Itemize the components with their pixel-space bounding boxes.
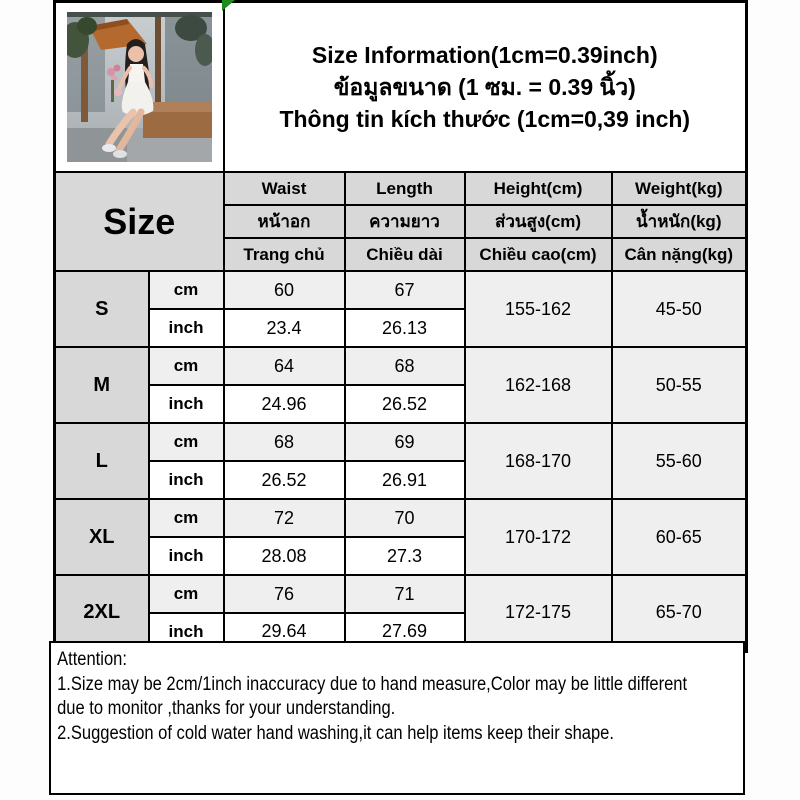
header-height-th: ส่วนสูง(cm) bbox=[463, 204, 613, 239]
length-cm-value: 68 bbox=[343, 346, 466, 386]
waist-inch-value: 24.96 bbox=[222, 384, 346, 424]
unit-label-cm: cm bbox=[147, 574, 225, 614]
waist-cm-value: 72 bbox=[222, 498, 346, 538]
length-inch-value: 26.91 bbox=[343, 460, 466, 500]
waist-inch-value: 28.08 bbox=[222, 536, 346, 576]
length-inch-value: 26.13 bbox=[343, 308, 466, 348]
height-range: 172-175 bbox=[463, 574, 613, 652]
waist-inch-value: 26.52 bbox=[222, 460, 346, 500]
waist-cm-value: 60 bbox=[222, 270, 346, 310]
weight-range: 65-70 bbox=[610, 574, 748, 652]
unit-label-inch: inch bbox=[147, 308, 225, 348]
weight-range: 50-55 bbox=[610, 346, 748, 424]
weight-range: 60-65 bbox=[610, 498, 748, 576]
attention-line-3: 2.Suggestion of cold water hand washing,… bbox=[57, 722, 614, 744]
attention-heading: Attention: bbox=[57, 649, 127, 670]
size-label-2xl: 2XL bbox=[53, 574, 150, 652]
waist-inch-value: 23.4 bbox=[222, 308, 346, 348]
height-range: 168-170 bbox=[463, 422, 613, 500]
unit-label-cm: cm bbox=[147, 346, 225, 386]
waist-cm-value: 64 bbox=[222, 346, 346, 386]
unit-label-inch: inch bbox=[147, 536, 225, 576]
size-label-l: L bbox=[53, 422, 150, 500]
length-cm-value: 69 bbox=[343, 422, 466, 462]
height-range: 155-162 bbox=[463, 270, 613, 348]
product-photo bbox=[67, 12, 212, 162]
header-height-en: Height(cm) bbox=[463, 171, 613, 206]
unit-label-cm: cm bbox=[147, 422, 225, 462]
size-table: Size Information(1cm=0.39inch) ข้อมูลขนา… bbox=[53, 0, 749, 653]
attention-line-1: 1.Size may be 2cm/1inch inaccuracy due t… bbox=[57, 673, 688, 695]
waist-cm-value: 76 bbox=[222, 574, 346, 614]
size-label-xl: XL bbox=[53, 498, 150, 576]
height-range: 170-172 bbox=[463, 498, 613, 576]
header-waist-en: Waist bbox=[222, 171, 346, 206]
size-label-m: M bbox=[53, 346, 150, 424]
weight-range: 45-50 bbox=[610, 270, 748, 348]
title-vietnamese: Thông tin kích thước (1cm=0,39 inch) bbox=[279, 106, 691, 132]
height-range: 162-168 bbox=[463, 346, 613, 424]
product-photo-cell bbox=[53, 0, 225, 173]
attention-line-2: due to monitor ,thanks for your understa… bbox=[57, 698, 396, 719]
weight-range: 55-60 bbox=[610, 422, 748, 500]
header-waist-vi: Trang chủ bbox=[222, 237, 346, 272]
size-label-s: S bbox=[53, 270, 150, 348]
title-thai: ข้อมูลขนาด (1 ซม. = 0.39 นิ้ว) bbox=[333, 74, 636, 100]
title-block: Size Information(1cm=0.39inch) ข้อมูลขนา… bbox=[222, 0, 748, 173]
unit-label-cm: cm bbox=[147, 498, 225, 538]
length-cm-value: 70 bbox=[343, 498, 466, 538]
length-inch-value: 27.3 bbox=[343, 536, 466, 576]
title-english: Size Information(1cm=0.39inch) bbox=[311, 42, 658, 68]
length-cm-value: 67 bbox=[343, 270, 466, 310]
header-length-en: Length bbox=[343, 171, 466, 206]
header-height-vi: Chiều cao(cm) bbox=[463, 237, 613, 272]
unit-label-cm: cm bbox=[147, 270, 225, 310]
unit-label-inch: inch bbox=[147, 384, 225, 424]
header-weight-th: น้ำหนัก(kg) bbox=[610, 204, 748, 239]
length-cm-value: 71 bbox=[343, 574, 466, 614]
header-weight-vi: Cân nặng(kg) bbox=[610, 237, 748, 272]
header-weight-en: Weight(kg) bbox=[610, 171, 748, 206]
length-inch-value: 26.52 bbox=[343, 384, 466, 424]
size-header: Size bbox=[53, 171, 225, 272]
header-waist-th: หน้าอก bbox=[222, 204, 346, 239]
waist-cm-value: 68 bbox=[222, 422, 346, 462]
header-length-th: ความยาว bbox=[343, 204, 466, 239]
green-corner-marker-icon bbox=[222, 0, 235, 11]
unit-label-inch: inch bbox=[147, 460, 225, 500]
header-length-vi: Chiều dài bbox=[343, 237, 466, 272]
attention-box: Attention: 1.Size may be 2cm/1inch inacc… bbox=[49, 641, 745, 795]
